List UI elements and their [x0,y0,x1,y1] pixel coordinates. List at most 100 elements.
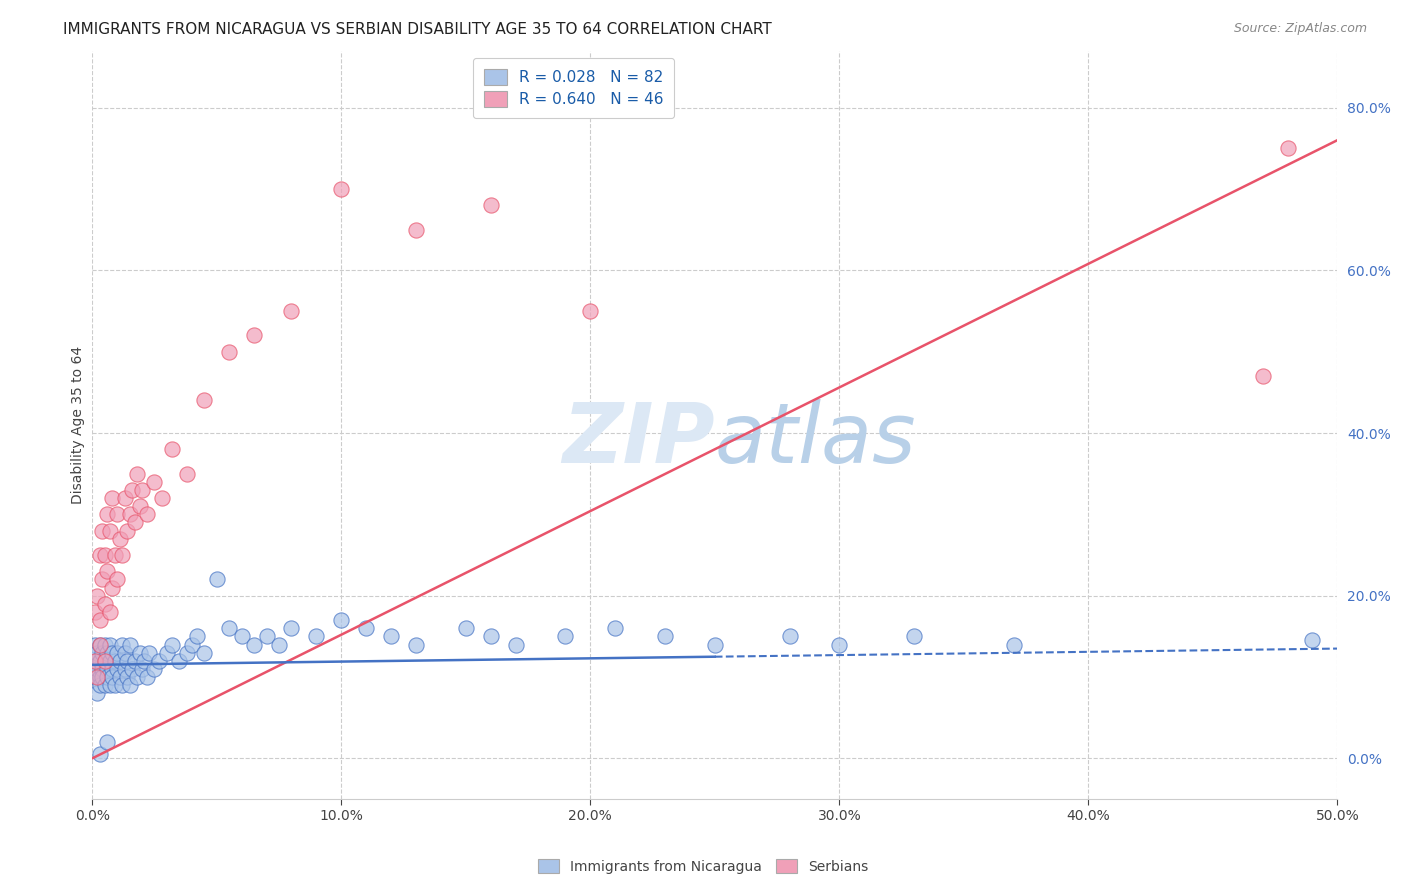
Point [169,654,191,668]
Point [89,638,111,652]
Point [98,524,121,538]
Point [405,638,427,652]
Point [121,483,143,497]
Legend: Immigrants from Nicaragua, Serbians: Immigrants from Nicaragua, Serbians [531,852,875,880]
Legend: R = 0.028   N = 82, R = 0.640   N = 46: R = 0.028 N = 82, R = 0.640 N = 46 [474,58,675,118]
Point [98,678,121,692]
Point [114,662,136,676]
Point [330,613,353,627]
Point [89,548,111,562]
Point [180,638,202,652]
Point [83,654,105,668]
Point [101,662,124,676]
Point [86,686,108,700]
Point [150,491,173,505]
Point [89,678,111,692]
Point [903,629,925,643]
Point [703,638,725,652]
Point [256,629,278,643]
Point [101,646,124,660]
Point [128,500,150,514]
Point [138,646,160,660]
Point [143,475,166,489]
Point [108,532,131,546]
Point [91,670,114,684]
Point [96,662,118,676]
Point [124,516,146,530]
Point [108,654,131,668]
Point [96,670,118,684]
Point [83,605,105,619]
Point [134,654,156,668]
Point [114,646,136,660]
Point [108,670,131,684]
Point [111,638,134,652]
Point [454,621,477,635]
Point [330,182,353,196]
Point [243,328,266,343]
Point [1301,633,1323,648]
Point [86,662,108,676]
Point [231,629,253,643]
Point [128,646,150,660]
Point [243,638,266,652]
Point [579,304,602,318]
Point [156,646,179,660]
Point [554,629,576,643]
Point [280,621,302,635]
Point [104,678,127,692]
Point [93,638,115,652]
Point [148,654,170,668]
Point [479,629,502,643]
Point [89,670,111,684]
Point [115,654,138,668]
Point [96,508,118,522]
Point [654,629,676,643]
Point [380,629,402,643]
Text: Source: ZipAtlas.com: Source: ZipAtlas.com [1233,22,1367,36]
Point [86,670,108,684]
Text: atlas: atlas [714,400,917,480]
Point [105,662,128,676]
Point [104,548,127,562]
Point [136,670,159,684]
Y-axis label: Disability Age 35 to 64: Disability Age 35 to 64 [72,346,86,504]
Point [479,198,502,212]
Point [505,638,527,652]
Point [105,573,128,587]
Point [160,638,183,652]
Point [354,621,377,635]
Point [305,629,328,643]
Point [160,442,183,457]
Point [1277,141,1299,155]
Point [193,646,215,660]
Point [267,638,290,652]
Point [98,605,121,619]
Point [101,491,124,505]
Point [779,629,801,643]
Point [98,654,121,668]
Point [96,564,118,578]
Text: ZIP: ZIP [562,400,714,480]
Point [118,638,141,652]
Point [89,747,111,762]
Point [86,589,108,603]
Point [186,629,208,643]
Point [93,597,115,611]
Point [86,646,108,660]
Point [124,654,146,668]
Point [125,467,148,481]
Point [1002,638,1025,652]
Point [176,646,198,660]
Point [136,508,159,522]
Point [131,483,153,497]
Point [82,654,104,668]
Point [91,573,114,587]
Point [91,646,114,660]
Point [131,662,153,676]
Point [828,638,851,652]
Point [91,524,114,538]
Point [114,491,136,505]
Point [105,508,128,522]
Point [605,621,627,635]
